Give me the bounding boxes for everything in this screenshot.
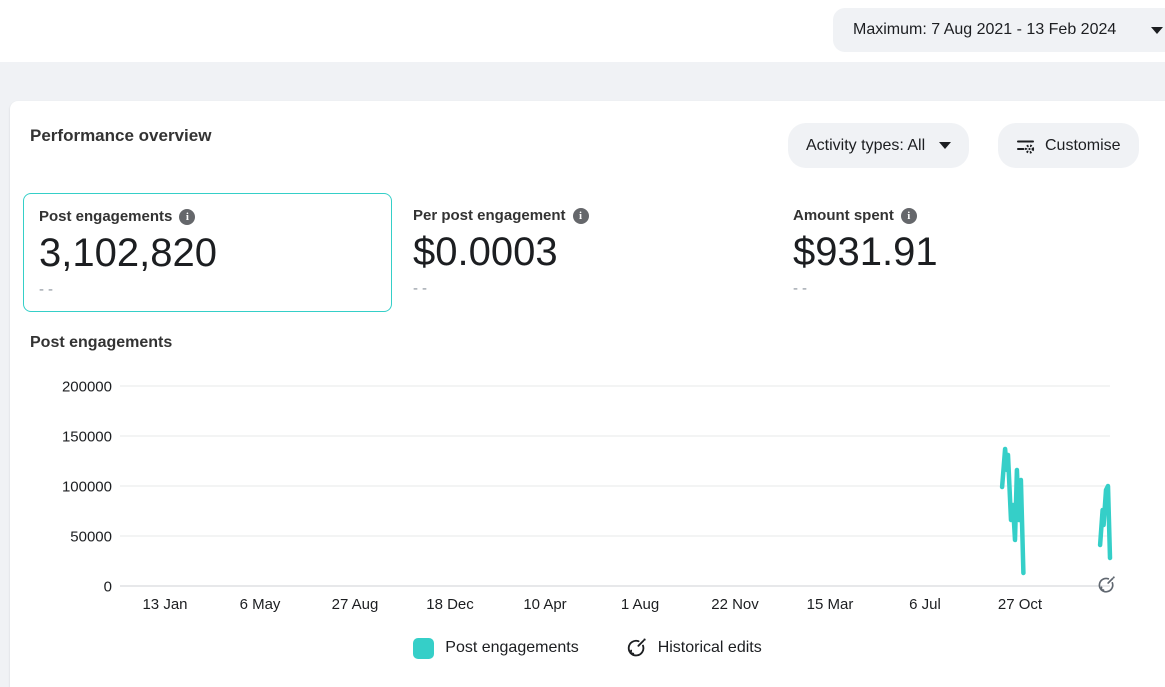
legend-label: Historical edits — [658, 639, 762, 657]
svg-text:150000: 150000 — [62, 429, 112, 446]
svg-text:100000: 100000 — [62, 479, 112, 496]
customise-button[interactable]: Customise — [998, 123, 1139, 168]
svg-text:0: 0 — [104, 579, 112, 596]
top-bar: Maximum: 7 Aug 2021 - 13 Feb 2024 — [0, 0, 1165, 62]
chart-section-title: Post engagements — [30, 334, 172, 352]
svg-text:200000: 200000 — [62, 379, 112, 396]
svg-text:50000: 50000 — [70, 529, 112, 546]
info-icon[interactable]: i — [573, 208, 589, 224]
metric-label: Amount spent — [793, 207, 894, 224]
metric-label: Per post engagement — [413, 207, 566, 224]
metric-value: $931.91 — [793, 229, 1132, 275]
svg-text:6 Jul: 6 Jul — [909, 596, 941, 613]
info-icon[interactable]: i — [179, 209, 195, 225]
historical-edits-icon — [625, 637, 647, 659]
info-icon[interactable]: i — [901, 208, 917, 224]
date-range-label: Maximum: 7 Aug 2021 - 13 Feb 2024 — [853, 21, 1116, 39]
svg-text:15 Mar: 15 Mar — [807, 596, 854, 613]
series-color-swatch — [413, 638, 434, 659]
date-range-button[interactable]: Maximum: 7 Aug 2021 - 13 Feb 2024 — [833, 8, 1165, 52]
svg-text:1 Aug: 1 Aug — [621, 596, 659, 613]
activity-types-button[interactable]: Activity types: All — [788, 123, 969, 168]
chevron-down-icon — [939, 142, 951, 149]
svg-text:10 Apr: 10 Apr — [523, 596, 566, 613]
legend-item-post-engagements: Post engagements — [413, 638, 578, 659]
metric-amount-spent[interactable]: Amount spent i $931.91 -- — [778, 193, 1147, 312]
page-title: Performance overview — [30, 126, 211, 146]
metric-label: Post engagements — [39, 208, 172, 225]
activity-types-label: Activity types: All — [806, 137, 925, 155]
insights-page: Maximum: 7 Aug 2021 - 13 Feb 2024 Perfor… — [0, 0, 1165, 687]
metric-value: $0.0003 — [413, 229, 752, 275]
historical-edits-marker-icon[interactable] — [1096, 575, 1116, 595]
svg-text:22 Nov: 22 Nov — [711, 596, 759, 613]
metric-post-engagements[interactable]: Post engagements i 3,102,820 -- — [23, 193, 392, 312]
svg-text:6 May: 6 May — [240, 596, 281, 613]
chevron-down-icon — [1151, 27, 1163, 34]
legend-label: Post engagements — [445, 639, 578, 657]
metric-sub: -- — [793, 280, 1132, 297]
performance-overview-card: Performance overview Activity types: All… — [10, 101, 1165, 687]
metric-per-post-engagement[interactable]: Per post engagement i $0.0003 -- — [398, 193, 767, 312]
customise-label: Customise — [1045, 137, 1121, 155]
metric-sub: -- — [413, 280, 752, 297]
legend-item-historical-edits: Historical edits — [625, 637, 762, 659]
legend: Post engagements Historical edits — [10, 637, 1165, 659]
customise-sliders-gear-icon — [1016, 136, 1036, 156]
svg-text:18 Dec: 18 Dec — [426, 596, 474, 613]
metric-sub: -- — [39, 281, 376, 298]
metric-value: 3,102,820 — [39, 230, 376, 276]
svg-text:13 Jan: 13 Jan — [142, 596, 187, 613]
engagements-chart-svg: 0 50000 100000 150000 200000 13 Jan 6 May 27 Au… — [10, 370, 1165, 620]
svg-text:27 Aug: 27 Aug — [332, 596, 379, 613]
svg-text:27 Oct: 27 Oct — [998, 596, 1043, 613]
